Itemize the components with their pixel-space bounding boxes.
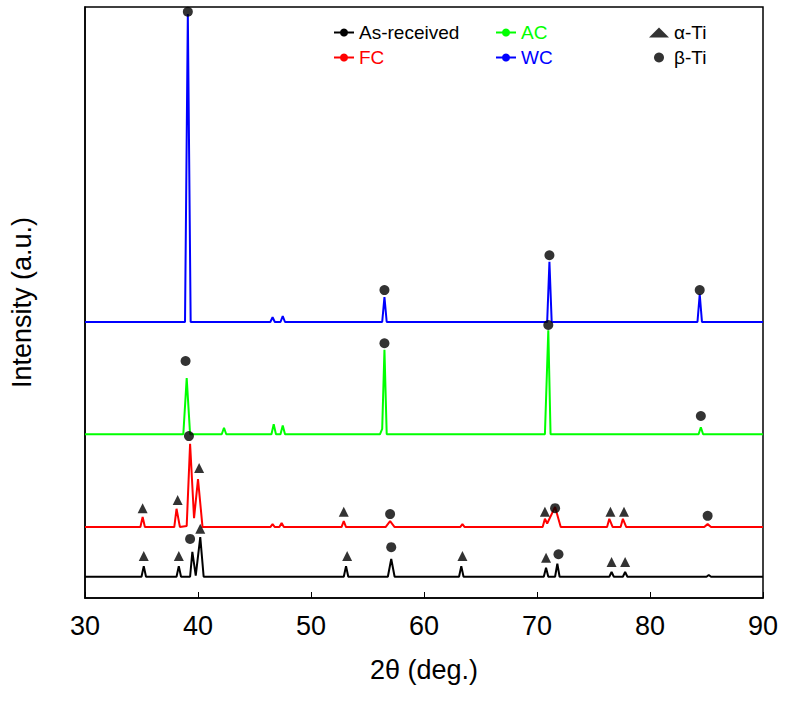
svg-text:40: 40 <box>183 611 213 641</box>
svg-text:FC: FC <box>359 47 384 68</box>
svg-text:α-Ti: α-Ti <box>674 22 706 43</box>
svg-text:50: 50 <box>296 611 326 641</box>
svg-text:90: 90 <box>748 611 778 641</box>
svg-text:WC: WC <box>521 47 553 68</box>
svg-text:70: 70 <box>522 611 552 641</box>
svg-text:30: 30 <box>70 611 100 641</box>
svg-text:β-Ti: β-Ti <box>674 47 706 68</box>
svg-text:2θ (deg.): 2θ (deg.) <box>370 655 478 685</box>
svg-text:As-received: As-received <box>359 22 459 43</box>
svg-text:AC: AC <box>521 22 547 43</box>
svg-text:Intensity (a.u.): Intensity (a.u.) <box>7 217 37 388</box>
svg-text:60: 60 <box>409 611 439 641</box>
svg-text:80: 80 <box>635 611 665 641</box>
